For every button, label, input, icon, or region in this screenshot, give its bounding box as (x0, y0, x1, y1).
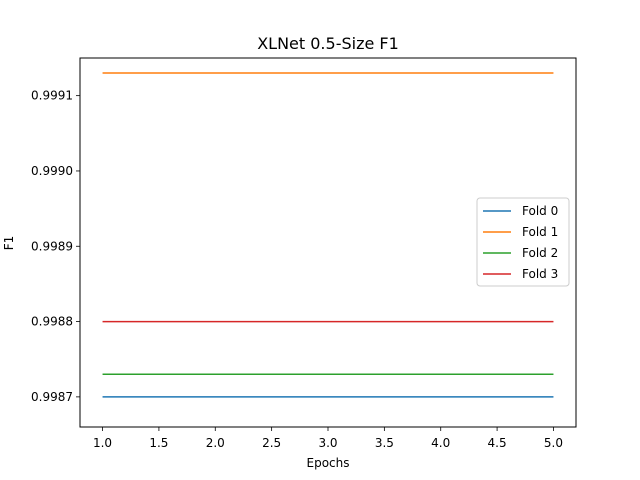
chart-title: XLNet 0.5-Size F1 (257, 34, 399, 53)
x-tick-label: 3.0 (318, 436, 337, 450)
x-tick-label: 5.0 (544, 436, 563, 450)
legend: Fold 0 Fold 1 Fold 2 Fold 3 (476, 197, 570, 287)
y-axis-ticks: 0.9987 0.9988 0.9989 0.9990 0.9991 (31, 89, 80, 404)
legend-label-fold-2: Fold 2 (522, 246, 558, 260)
x-tick-label: 2.0 (206, 436, 225, 450)
x-tick-label: 1.0 (93, 436, 112, 450)
y-tick-label: 0.9991 (31, 89, 73, 103)
y-axis-label: F1 (2, 236, 16, 251)
legend-label-fold-0: Fold 0 (522, 204, 558, 218)
x-tick-label: 2.5 (262, 436, 281, 450)
x-axis-ticks: 1.0 1.5 2.0 2.5 3.0 3.5 4.0 4.5 5.0 (93, 427, 563, 450)
y-tick-label: 0.9988 (31, 315, 73, 329)
y-tick-label: 0.9989 (31, 239, 73, 253)
legend-box (476, 197, 570, 287)
plot-lines (102, 72, 554, 398)
x-tick-label: 4.5 (488, 436, 507, 450)
x-tick-label: 3.5 (375, 436, 394, 450)
y-tick-label: 0.9990 (31, 164, 73, 178)
x-tick-label: 1.5 (149, 436, 168, 450)
legend-label-fold-1: Fold 1 (522, 225, 558, 239)
legend-label-fold-3: Fold 3 (522, 267, 558, 281)
y-tick-label: 0.9987 (31, 390, 73, 404)
x-tick-label: 4.0 (431, 436, 450, 450)
x-axis-label: Epochs (307, 456, 350, 470)
